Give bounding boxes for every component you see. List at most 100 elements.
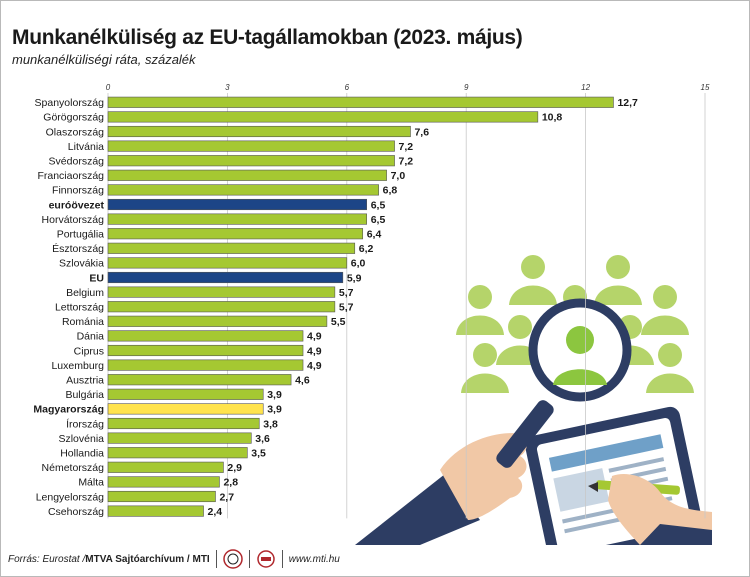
bar <box>107 359 304 371</box>
category-label: Litvánia <box>68 141 104 153</box>
category-label: Lengyelország <box>36 491 104 503</box>
data-label: 5,7 <box>339 301 354 313</box>
mti-logo-icon <box>256 550 275 568</box>
x-tick-label: 9 <box>464 83 469 92</box>
person-icon <box>456 285 504 335</box>
bar <box>107 447 248 459</box>
source-archive: MTVA Sajtóarchívum / MTI <box>85 553 210 565</box>
category-label: EU <box>89 272 104 284</box>
bar <box>107 228 364 240</box>
bar <box>107 155 395 167</box>
bar <box>107 461 224 473</box>
category-label: Dánia <box>77 331 105 343</box>
chart-bars <box>107 96 614 517</box>
data-label: 3,9 <box>267 404 282 416</box>
category-label: Ciprus <box>74 345 104 357</box>
bar <box>107 301 336 313</box>
person-icon <box>509 255 557 305</box>
data-label: 5,7 <box>339 287 354 299</box>
source-url: www.mti.hu <box>288 553 340 565</box>
category-label: Szlovénia <box>58 433 104 445</box>
category-label: Lettország <box>55 301 104 313</box>
bar <box>107 257 348 269</box>
bar <box>107 432 252 444</box>
category-label: Portugália <box>57 228 104 240</box>
category-label: Ausztria <box>66 374 104 386</box>
category-label: Luxemburg <box>51 360 104 372</box>
bar <box>107 505 204 517</box>
divider <box>281 550 283 568</box>
chart: 0 3 6 9 12 15 Spanyolország Görögország Olaszor… <box>33 83 712 545</box>
bar <box>107 315 328 327</box>
category-label: Észtország <box>52 242 104 255</box>
bar <box>107 140 395 152</box>
bar <box>107 96 614 108</box>
bar <box>107 330 304 342</box>
data-label: 4,9 <box>307 360 322 372</box>
x-tick-label: 3 <box>225 83 230 92</box>
category-label: Horvátország <box>42 214 105 226</box>
x-axis-ticks: 0 3 6 9 12 15 <box>106 83 710 92</box>
data-label: 6,8 <box>383 185 398 197</box>
data-label: 10,8 <box>542 112 563 124</box>
data-label: 4,9 <box>307 345 322 357</box>
data-label: 2,7 <box>219 491 234 503</box>
person-icon <box>646 343 694 393</box>
data-label: 2,8 <box>223 477 238 489</box>
bar <box>107 388 264 400</box>
chart-subtitle: munkanélküliségi ráta, százalék <box>12 52 196 67</box>
source-label: Forrás: Eurostat / <box>8 553 86 565</box>
bar <box>107 374 292 386</box>
data-label: 7,2 <box>399 155 414 167</box>
bar <box>107 417 260 430</box>
data-label: 6,5 <box>371 214 386 226</box>
bar <box>107 403 264 415</box>
category-label: Hollandia <box>60 447 104 459</box>
data-label: 6,5 <box>371 199 386 211</box>
value-labels: 12,710,87,67,27,27,06,86,56,56,46,26,05,… <box>208 97 639 518</box>
category-label: Szlovákia <box>59 258 104 270</box>
bar <box>107 286 336 298</box>
category-label: Olaszország <box>46 126 105 138</box>
data-label: 5,9 <box>347 272 362 284</box>
bar <box>107 476 220 488</box>
category-label: Románia <box>62 316 104 328</box>
bar <box>107 490 216 503</box>
category-labels: Spanyolország Görögország Olaszország Litvá… <box>33 97 104 518</box>
category-label: Csehország <box>48 506 104 518</box>
data-label: 5,5 <box>331 316 346 328</box>
data-label: 2,4 <box>208 506 223 518</box>
x-tick-label: 15 <box>701 83 710 92</box>
data-label: 7,2 <box>399 141 414 153</box>
divider <box>215 550 217 568</box>
data-label: 3,9 <box>267 389 282 401</box>
page-title: Munkanélküliség az EU-tagállamokban (202… <box>12 26 523 49</box>
category-label: Bulgária <box>65 389 104 401</box>
category-label: Magyarország <box>33 404 104 416</box>
data-label: 3,5 <box>251 447 266 459</box>
category-label: euróövezet <box>49 199 105 211</box>
data-label: 2,9 <box>227 462 242 474</box>
category-label: Görögország <box>43 112 104 124</box>
person-icon <box>594 255 642 305</box>
data-label: 4,6 <box>295 374 310 386</box>
bar <box>107 198 368 211</box>
x-tick-label: 6 <box>345 83 350 92</box>
bar <box>107 125 411 138</box>
mtva-logo-icon <box>222 549 243 569</box>
person-icon <box>461 343 509 393</box>
category-label: Finnország <box>52 185 104 197</box>
category-label: Franciaország <box>37 170 104 182</box>
category-label: Málta <box>78 477 104 489</box>
data-label: 6,2 <box>359 243 374 255</box>
data-label: 12,7 <box>617 97 638 109</box>
category-label: Németország <box>42 462 105 474</box>
data-label: 3,6 <box>255 433 270 445</box>
bar <box>107 242 356 254</box>
category-label: Svédország <box>49 155 105 167</box>
category-label: Belgium <box>66 287 104 299</box>
data-label: 4,9 <box>307 331 322 343</box>
bar <box>107 344 304 357</box>
divider <box>248 550 250 568</box>
data-label: 7,0 <box>391 170 406 182</box>
